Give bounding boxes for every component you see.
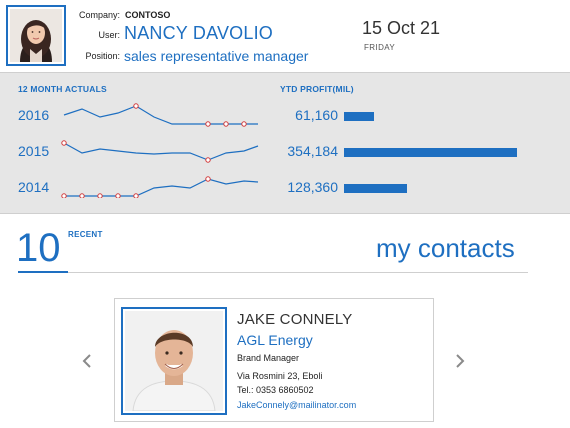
profit-bar-2015: [344, 148, 524, 157]
sparkline-marker: [61, 193, 67, 198]
chevron-left-icon: [82, 354, 91, 368]
user-name: NANCY DAVOLIO: [124, 23, 273, 43]
profit-value-2015: 354,184: [287, 143, 338, 159]
current-date: 15 Oct 21: [362, 18, 441, 38]
year-label-2015: 2015: [18, 143, 50, 159]
profit-bar-fill: [344, 148, 517, 157]
position-label: Position:: [85, 51, 120, 61]
person-photo-icon: [125, 311, 223, 411]
contact-address: Via Rosmini 23, Eboli: [237, 371, 323, 381]
sparkline-marker: [223, 121, 229, 127]
recent-label: RECENT: [68, 230, 103, 239]
sparkline-marker: [79, 193, 85, 198]
sparkline-marker: [133, 193, 139, 198]
sparkline-marker: [205, 157, 211, 163]
avatar[interactable]: [6, 5, 66, 66]
contact-role: Brand Manager: [237, 353, 300, 363]
profit-bar-fill: [344, 112, 374, 121]
next-contact-button[interactable]: [453, 350, 467, 372]
user-label: User:: [98, 30, 120, 40]
sparkline-2014: [61, 176, 259, 198]
section-divider-accent: [18, 271, 68, 273]
company-label: Company:: [78, 10, 120, 20]
profit-value-2014: 128,360: [287, 179, 338, 195]
contact-phone: Tel.: 0353 6860502: [237, 385, 314, 395]
actuals-title: 12 MONTH ACTUALS: [18, 84, 107, 94]
sparkline-marker: [115, 193, 121, 198]
profit-bar-2016: [344, 112, 524, 121]
profit-value-2016: 61,160: [295, 107, 338, 123]
profit-bar-fill: [344, 184, 407, 193]
sparkline-2016: [63, 103, 258, 127]
contact-name: JAKE CONNELY: [237, 311, 353, 328]
contacts-title[interactable]: my contacts: [376, 233, 515, 263]
sparkline-marker: [61, 140, 67, 146]
contact-company: AGL Energy: [237, 332, 313, 348]
section-divider: [68, 272, 528, 273]
current-weekday: FRIDAY: [364, 43, 396, 52]
sparkline-marker: [97, 193, 103, 198]
sparkline-marker: [205, 176, 211, 182]
position-value: sales representative manager: [124, 48, 309, 64]
recent-contacts-count: 10: [16, 226, 61, 270]
profit-bar-2014: [344, 184, 524, 193]
sparkline-marker: [241, 121, 247, 127]
company-name: CONTOSO: [125, 10, 171, 20]
avatar-photo: [10, 9, 62, 62]
contact-email-link[interactable]: JakeConnely@mailinator.com: [237, 400, 357, 410]
contact-photo: [121, 307, 227, 415]
contact-card[interactable]: JAKE CONNELY AGL Energy Brand Manager Vi…: [114, 298, 434, 422]
profit-title: YTD PROFIT(MIL): [280, 84, 354, 94]
profile-header: Company: CONTOSO User: NANCY DAVOLIO Pos…: [0, 0, 570, 70]
person-photo-icon: [10, 9, 62, 62]
stats-panel: 12 MONTH ACTUALS YTD PROFIT(MIL) 2016 61…: [0, 72, 570, 214]
previous-contact-button[interactable]: [80, 350, 94, 372]
sparkline-2015: [61, 140, 259, 163]
year-label-2014: 2014: [18, 179, 50, 195]
chevron-right-icon: [456, 354, 465, 368]
sparkline-marker: [133, 103, 139, 109]
year-label-2016: 2016: [18, 107, 50, 123]
sparkline-marker: [205, 121, 211, 127]
